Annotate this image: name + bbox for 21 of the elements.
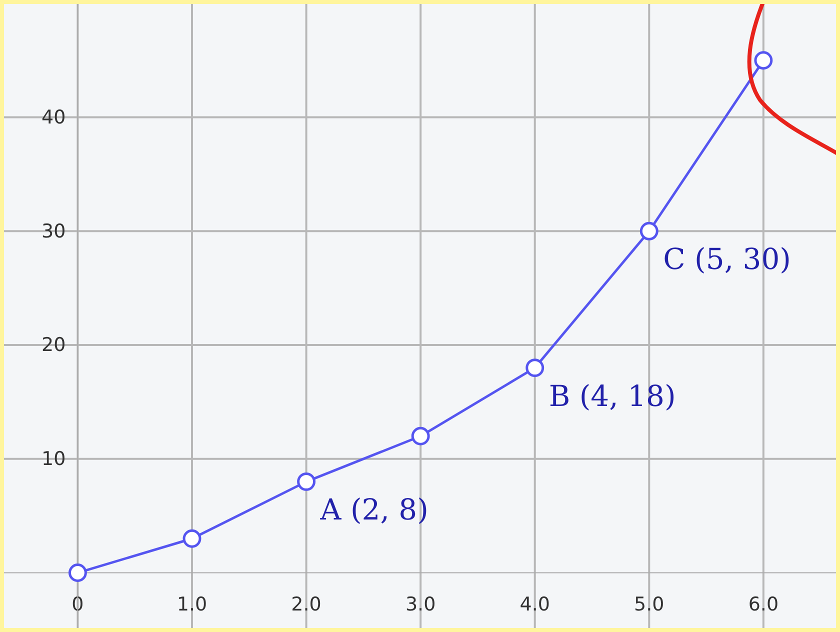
annotation: B (4, 18) — [548, 378, 676, 413]
y-tick-label: 20 — [42, 334, 66, 356]
annotation: A (2, 8) — [319, 492, 428, 527]
annotation: C (5, 30) — [663, 242, 791, 276]
x-tick-label: 0 — [72, 593, 84, 616]
x-tick-label: 1.0 — [176, 593, 208, 616]
y-tick-label: 30 — [42, 220, 66, 242]
point — [526, 358, 544, 378]
x-tick-label: 5.0 — [634, 593, 664, 616]
point — [640, 222, 658, 240]
point — [68, 564, 87, 582]
x-tick-label: 3.0 — [405, 593, 436, 616]
point — [182, 529, 202, 548]
point — [411, 426, 430, 446]
point — [754, 51, 773, 70]
x-tick-label: 6.0 — [748, 593, 779, 616]
x-tick-label: 2.0 — [291, 593, 322, 616]
y-tick-label: 40 — [42, 106, 66, 128]
x-tick-label: 4.0 — [520, 593, 550, 616]
point — [297, 472, 316, 491]
y-tick-label: 10 — [42, 448, 66, 470]
